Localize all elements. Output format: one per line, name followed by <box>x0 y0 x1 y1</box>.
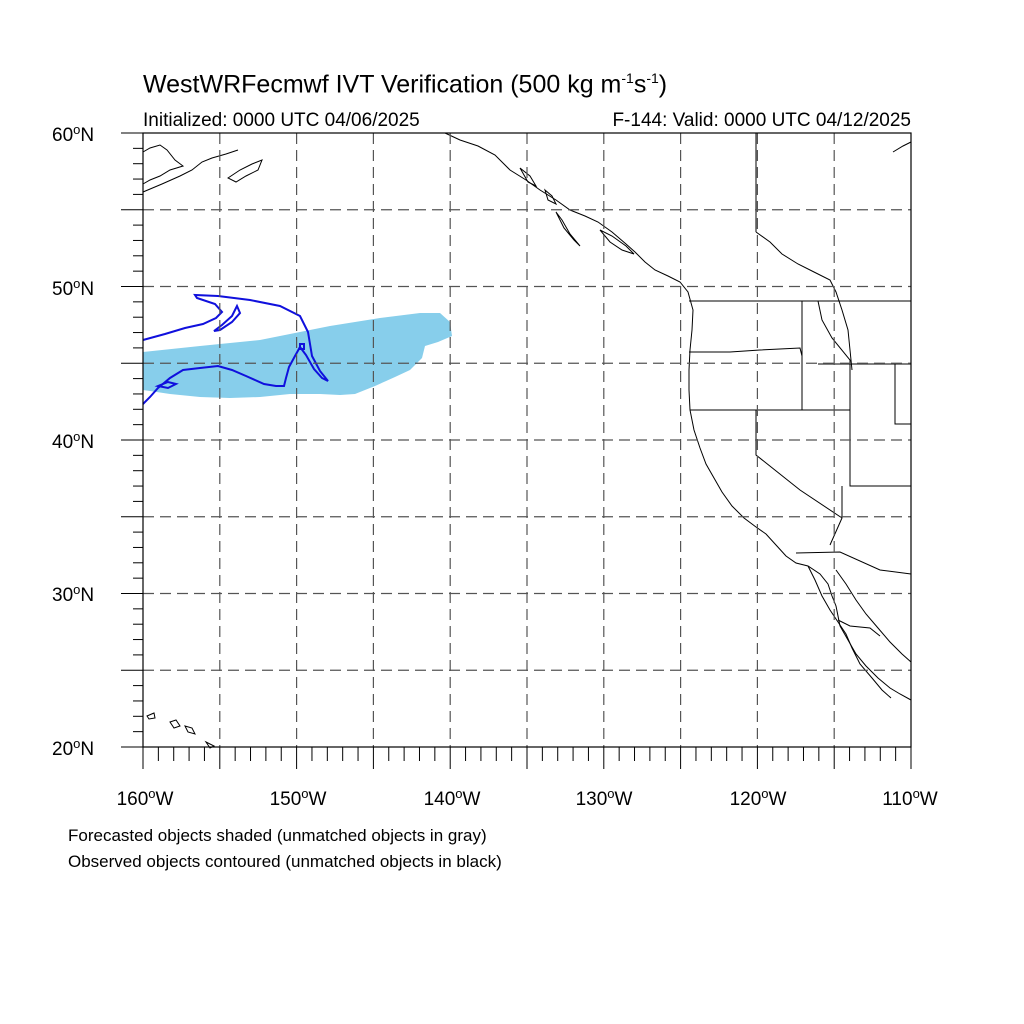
wa-or-border <box>689 347 803 357</box>
hudson-coast <box>755 231 853 371</box>
az-border <box>829 486 843 546</box>
us-mexico-border <box>795 551 912 575</box>
vancouver-island <box>599 229 635 255</box>
lon-label-140w: 140oW <box>423 786 481 810</box>
lon-label-150w: 150oW <box>269 786 327 810</box>
lat-label-60: 60oN <box>52 122 95 146</box>
map-frame <box>142 132 912 748</box>
state-borders <box>689 133 912 637</box>
observed-contour-loop <box>299 343 305 350</box>
bc-islands <box>519 167 558 206</box>
mexico-inner <box>837 619 881 637</box>
baja-peninsula <box>807 565 892 699</box>
top-right-coast <box>892 141 912 153</box>
valid-time: F-144: Valid: 0000 UTC 04/12/2025 <box>612 110 911 131</box>
forecast-ivt-object <box>143 313 452 398</box>
lon-label-160w: 160oW <box>116 786 174 810</box>
hawaii-islands <box>146 712 216 749</box>
lat-label-20: 20oN <box>52 736 95 760</box>
lat-label-30: 30oN <box>52 582 95 606</box>
forecast-note: Forecasted objects shaded (unmatched obj… <box>68 826 487 845</box>
lat-label-50: 50oN <box>52 276 95 300</box>
observed-contour-main <box>142 293 329 405</box>
graticule <box>143 133 911 747</box>
observed-note: Observed objects contoured (unmatched ob… <box>68 852 502 871</box>
kodiak-island <box>227 159 263 183</box>
gulf-of-california <box>835 569 912 663</box>
nv-border <box>755 410 843 519</box>
lon-label-130w: 130oW <box>575 786 633 810</box>
alaska-coast <box>142 144 185 185</box>
lon-label-110w: 110oW <box>882 786 938 810</box>
map-title: WestWRFecmwf IVT Verification (500 kg m-… <box>143 70 668 99</box>
observed-ivt-contours <box>142 293 329 405</box>
initialized-time: Initialized: 0000 UTC 04/06/2025 <box>143 110 420 131</box>
alaska-peninsula <box>142 149 239 193</box>
tick-marks <box>121 132 912 769</box>
coastlines <box>142 132 912 701</box>
observed-contour-hook <box>213 303 242 332</box>
lat-label-40: 40oN <box>52 429 95 453</box>
northwest-coast <box>444 132 912 701</box>
montana-border <box>817 300 851 410</box>
observed-contour-small <box>154 380 179 390</box>
utah-border <box>849 410 911 487</box>
lon-label-120w: 120oW <box>729 786 787 810</box>
haida-gwaii <box>555 211 581 247</box>
wy-border <box>894 363 911 425</box>
